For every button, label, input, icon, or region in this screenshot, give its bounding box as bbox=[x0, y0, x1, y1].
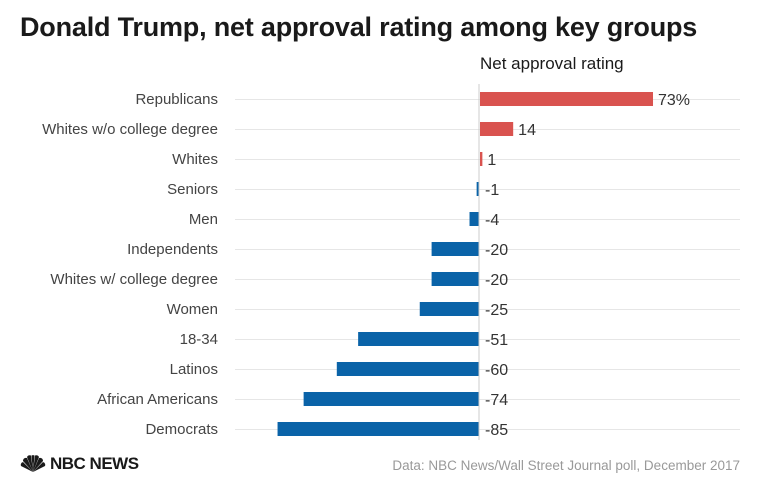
value-axis-header: Net approval rating bbox=[480, 54, 624, 73]
bar-african-americans bbox=[303, 392, 479, 406]
category-label: Women bbox=[167, 301, 218, 318]
category-label: Seniors bbox=[167, 181, 218, 198]
gridlines bbox=[235, 99, 740, 430]
value-label: -51 bbox=[485, 332, 508, 349]
category-label: Democrats bbox=[145, 421, 218, 438]
value-label: -4 bbox=[485, 212, 499, 229]
value-labels: 73% 14 1 -1 -4 -20 -20 -25 -51 -60 -74 -85 bbox=[485, 92, 690, 439]
brand-name: NBC NEWS bbox=[50, 454, 139, 473]
value-label: -20 bbox=[485, 272, 508, 289]
bar-men bbox=[469, 212, 479, 226]
peacock-icon bbox=[20, 455, 46, 472]
value-label: 73% bbox=[658, 92, 690, 109]
category-label: 18-34 bbox=[180, 331, 218, 348]
bar-seniors bbox=[476, 182, 479, 196]
category-label: Men bbox=[189, 211, 218, 228]
category-label: African Americans bbox=[97, 391, 218, 408]
value-label: -60 bbox=[485, 362, 508, 379]
value-label: -74 bbox=[485, 392, 508, 409]
source-note: Data: NBC News/Wall Street Journal poll,… bbox=[392, 458, 740, 473]
value-label: -20 bbox=[485, 242, 508, 259]
value-label: -25 bbox=[485, 302, 508, 319]
bar-whites-w-o-college-degree bbox=[480, 122, 514, 136]
bar-whites bbox=[480, 152, 483, 166]
bar-18-34 bbox=[358, 332, 479, 346]
nbc-news-logo: NBC NEWS bbox=[20, 454, 139, 474]
category-label: Latinos bbox=[170, 361, 218, 378]
value-label: 1 bbox=[487, 152, 496, 169]
bar-women bbox=[419, 302, 479, 316]
bar-whites-w-college-degree bbox=[431, 272, 479, 286]
category-labels: Republicans Whites w/o college degree Whit… bbox=[42, 91, 218, 438]
value-label: 14 bbox=[518, 122, 536, 139]
value-label: -1 bbox=[485, 182, 499, 199]
category-label: Whites w/o college degree bbox=[42, 121, 218, 138]
value-label: -85 bbox=[485, 422, 508, 439]
bar-independents bbox=[431, 242, 479, 256]
category-label: Republicans bbox=[135, 91, 218, 108]
category-label: Independents bbox=[127, 241, 218, 258]
bars bbox=[277, 92, 654, 436]
category-label: Whites bbox=[172, 151, 218, 168]
bar-latinos bbox=[336, 362, 479, 376]
bar-republicans bbox=[480, 92, 654, 106]
category-label: Whites w/ college degree bbox=[50, 271, 218, 288]
bar-democrats bbox=[277, 422, 479, 436]
chart-title: Donald Trump, net approval rating among … bbox=[20, 12, 698, 42]
